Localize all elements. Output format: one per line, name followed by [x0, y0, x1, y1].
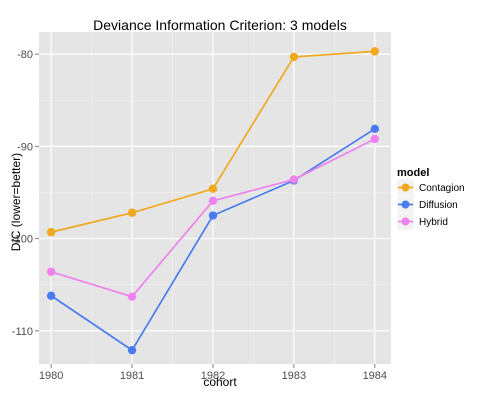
- x-axis-title: cohort: [203, 375, 237, 389]
- y-axis: -80 -90 -100 -110: [11, 49, 39, 338]
- legend: model Contagion Diffusion Hybrid: [396, 167, 465, 231]
- x-tick-label: 1984: [363, 370, 387, 382]
- hybrid-point: [289, 175, 299, 184]
- legend-label-hybrid: Hybrid: [419, 217, 448, 228]
- y-axis-title: DIC (lower=better): [9, 153, 23, 251]
- legend-label-diffusion: Diffusion: [419, 200, 458, 211]
- contagion-point: [46, 227, 56, 237]
- hybrid-point: [370, 134, 380, 144]
- legend-marker-contagion: [401, 183, 410, 192]
- y-tick-label: -110: [12, 326, 33, 338]
- diffusion-point: [46, 291, 56, 300]
- hybrid-point: [208, 196, 218, 205]
- y-tick-label: -90: [17, 141, 33, 153]
- contagion-point: [289, 52, 299, 62]
- legend-title: model: [397, 167, 429, 179]
- diffusion-point: [370, 124, 380, 134]
- chart-title: Deviance Information Criterion: 3 models: [93, 17, 347, 33]
- y-tick-label: -100: [11, 234, 33, 246]
- diffusion-point: [208, 211, 218, 220]
- hybrid-point: [46, 267, 56, 276]
- x-tick-label: 1980: [39, 370, 63, 382]
- series-layer: [46, 47, 380, 355]
- legend-marker-hybrid: [401, 217, 410, 226]
- x-tick-label: 1982: [201, 370, 225, 382]
- diffusion-point: [127, 345, 137, 355]
- y-tick-label: -80: [17, 49, 33, 61]
- contagion-point: [208, 184, 218, 193]
- legend-marker-diffusion: [401, 200, 410, 209]
- contagion-point: [127, 208, 137, 217]
- legend-label-contagion: Contagion: [419, 183, 465, 194]
- hybrid-point: [127, 292, 137, 301]
- contagion-point: [370, 47, 380, 56]
- x-tick-label: 1981: [120, 370, 144, 382]
- x-tick-label: 1983: [282, 370, 306, 382]
- x-axis: 1980 1981 1982 1983 1984: [39, 364, 387, 382]
